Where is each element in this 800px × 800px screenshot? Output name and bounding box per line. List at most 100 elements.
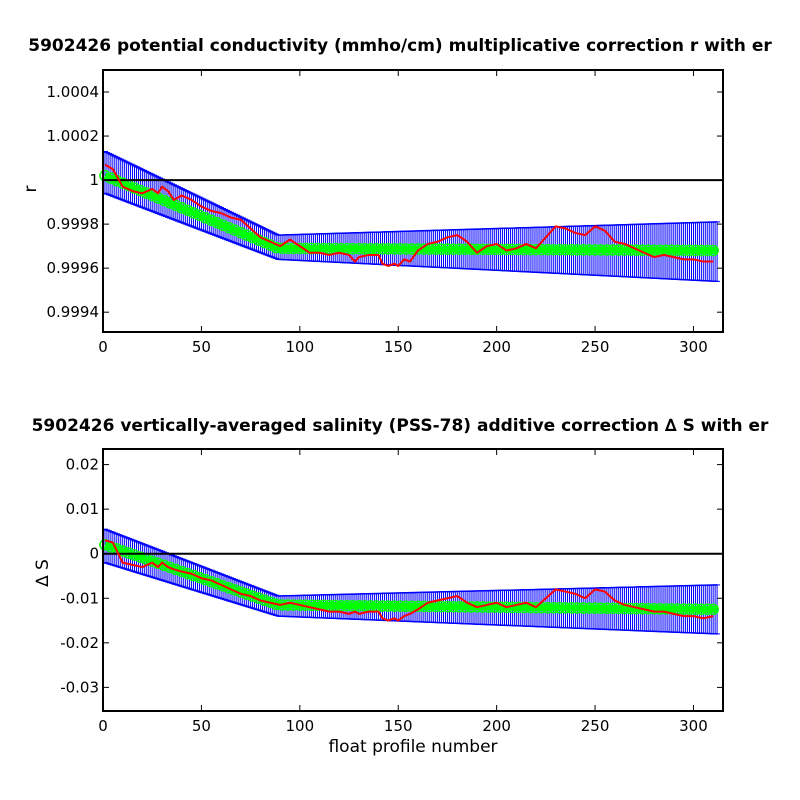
y-tick-label: 1 (89, 171, 99, 189)
fit-point (553, 243, 566, 256)
fit-point (359, 600, 371, 612)
x-tick-label: 150 (384, 717, 413, 735)
y-tick-label: 0.01 (66, 500, 99, 518)
fit-point (217, 580, 229, 592)
y-tick-label: -0.01 (60, 589, 99, 607)
fit-point (553, 602, 566, 614)
chart-title: 5902426 potential conductivity (mmho/cm)… (28, 36, 772, 56)
fit-point (683, 244, 696, 257)
fit-point (341, 599, 353, 612)
fit-point (205, 214, 218, 227)
fit-point (382, 243, 395, 255)
fit-point (689, 244, 702, 257)
fit-point (128, 549, 141, 561)
fit-point (707, 603, 719, 616)
fit-point (607, 244, 619, 256)
fit-point (660, 603, 672, 615)
fit-point (394, 600, 406, 612)
fit-point (483, 243, 495, 256)
y-tick-label: 1.0002 (47, 127, 100, 145)
fit-point (654, 603, 666, 615)
y-tick-label: -0.02 (60, 634, 99, 652)
fit-point (335, 599, 347, 612)
fit-point (453, 243, 466, 255)
fit-point (311, 599, 324, 612)
fit-point (500, 601, 513, 614)
fit-point (353, 600, 365, 612)
chart-panel-conductivity-correction: 5902426 potential conductivity (mmho/cm)… (21, 36, 772, 356)
fit-point (530, 601, 542, 614)
y-tick-label: 0.9994 (47, 303, 100, 321)
y-tick-label: 0 (89, 545, 99, 563)
fit-point (134, 184, 147, 197)
fit-point (229, 224, 241, 236)
fit-point (542, 601, 554, 614)
fit-point (175, 565, 188, 578)
fit-point (683, 603, 696, 615)
fit-point (612, 244, 625, 256)
fit-point (323, 599, 336, 612)
fit-point (400, 243, 412, 255)
fit-point (323, 242, 336, 255)
fit-point (565, 244, 578, 256)
fit-point (583, 244, 595, 256)
fit-point (211, 216, 223, 229)
fit-point (299, 242, 312, 255)
fit-point (353, 242, 365, 255)
x-axis-label: float profile number (328, 737, 497, 757)
fit-point (577, 602, 590, 614)
fit-point (547, 243, 560, 256)
fit-point (671, 244, 684, 257)
fit-point (595, 602, 607, 614)
x-tick-label: 50 (192, 717, 211, 735)
fit-point (105, 172, 117, 184)
fit-point (707, 244, 719, 257)
fit-point (441, 243, 454, 255)
y-axis-label: ∆ S (33, 559, 53, 588)
x-tick-label: 300 (679, 338, 708, 356)
plot-area: 0 50 100 150 200 250 300 -0.03 -0.02 -0.01 0 0.01 0.… (60, 448, 724, 735)
fit-point (235, 226, 247, 239)
x-tick-label: 100 (286, 717, 315, 735)
fit-point (559, 244, 572, 256)
y-tick-label: -0.03 (60, 678, 99, 696)
fit-point (193, 209, 206, 222)
fit-point (170, 199, 182, 212)
chart-title: 5902426 vertically-averaged salinity (PS… (32, 416, 769, 436)
fit-point (701, 244, 714, 257)
fit-point (99, 539, 111, 551)
fit-point (376, 243, 389, 255)
fit-point (595, 244, 607, 256)
fit-point (388, 600, 401, 612)
x-tick-label: 250 (581, 338, 610, 356)
y-tick-label: 1.0004 (47, 83, 100, 101)
fit-point (701, 603, 714, 616)
profile-estimate-line (104, 539, 714, 622)
fit-point (211, 578, 223, 590)
fit-point (618, 602, 631, 615)
fit-point (217, 219, 229, 231)
fit-point (406, 243, 418, 255)
fit-point (282, 242, 294, 255)
fit-point (441, 600, 454, 613)
fit-point (435, 243, 448, 255)
fit-point (648, 603, 660, 615)
fit-point (624, 602, 637, 615)
fit-point (146, 189, 158, 202)
fit-point (607, 602, 619, 615)
error-lower-line (104, 192, 718, 283)
fit-point (624, 244, 637, 256)
fit-point (199, 212, 212, 224)
fit-point (618, 244, 631, 256)
fit-point (359, 243, 371, 255)
fit-point (547, 601, 560, 614)
fit-point (370, 243, 383, 255)
fit-point (187, 569, 200, 582)
fit-point (134, 551, 147, 563)
fit-point (240, 229, 253, 241)
fit-point (677, 244, 690, 257)
axes-frame (102, 448, 724, 712)
fit-point (400, 600, 412, 613)
fit-point (453, 601, 466, 613)
axes-frame (102, 69, 724, 333)
